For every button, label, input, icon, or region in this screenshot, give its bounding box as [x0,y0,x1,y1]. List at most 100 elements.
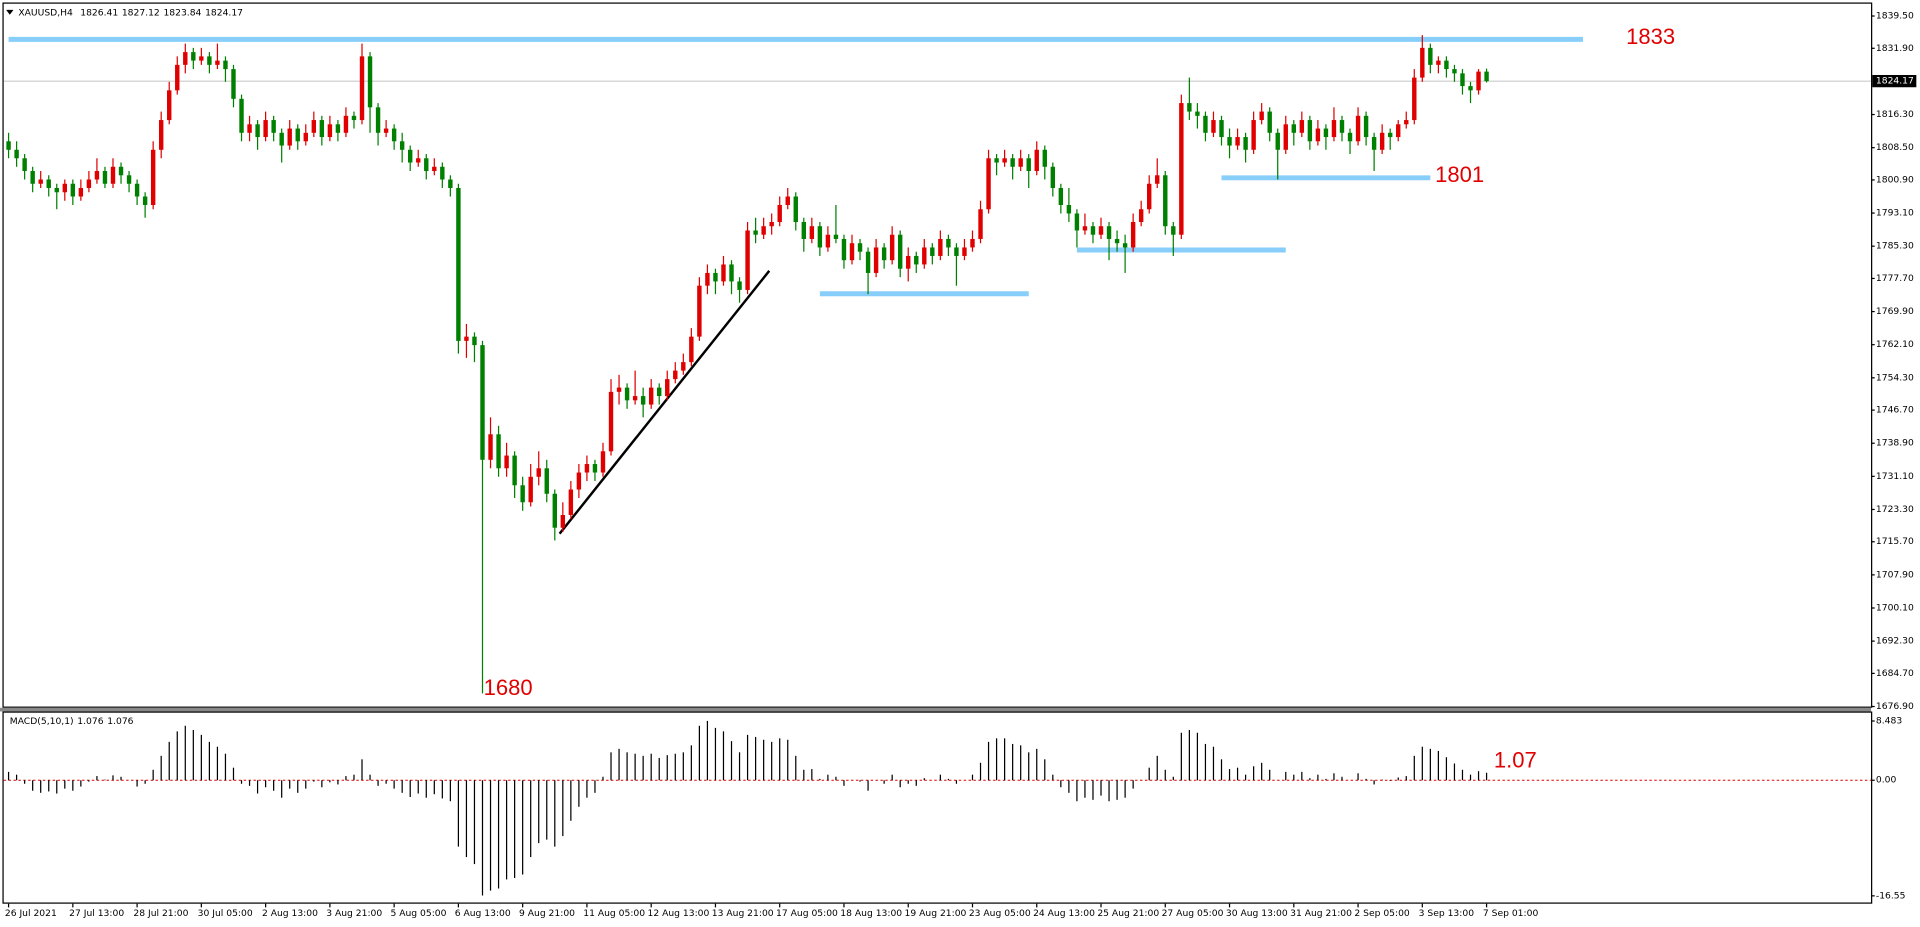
candle-body [954,247,959,256]
candle-body [817,226,823,248]
y-tick-label: 1816.30 [1876,109,1914,120]
x-tick-label: 2 Aug 13:00 [262,908,318,919]
candle-body [1074,213,1080,231]
candle-body [215,60,220,65]
candle-body [1187,103,1192,112]
y-tick-label: 1785.30 [1876,241,1914,252]
candle-body [1219,120,1224,138]
y-tick-label: 1754.30 [1876,372,1914,383]
candle-body [327,124,333,138]
candle-body [745,230,750,290]
candle-body [665,379,670,397]
y-tick-label: 1746.70 [1876,405,1914,416]
candle-body [1452,69,1457,74]
macd-y-tick-label: 8.483 [1876,716,1902,727]
candle-body [399,141,405,150]
candle-body [62,183,68,193]
macd-panel [2,711,1873,904]
candle-body [1460,73,1465,87]
x-tick-label: 25 Aug 21:00 [1097,908,1159,919]
x-tick-label: 30 Aug 13:00 [1226,908,1288,919]
candle-body [737,281,742,290]
candle-body [311,120,317,133]
candle-body [1090,226,1096,235]
y-tick-label: 1676.90 [1876,701,1914,712]
macd-y-tick-label: 0.00 [1876,775,1897,786]
candle-body [1114,238,1120,244]
candle-body [1227,137,1232,146]
candle-body [520,485,525,503]
y-tick-label: 1808.50 [1876,142,1914,153]
candle-body [279,132,284,146]
y-tick-label: 1707.90 [1876,569,1914,580]
x-tick-label: 11 Aug 05:00 [583,908,645,919]
candle-body [295,128,300,142]
candle-body [1163,175,1168,227]
y-tick-label: 1762.10 [1876,339,1914,350]
candle-body [1363,115,1369,138]
candle-body [946,238,951,248]
low-value: 1823.84 [163,7,201,18]
macd-signal: 1.076 [107,716,133,727]
x-tick-label: 31 Aug 21:00 [1290,908,1352,919]
candle-body [1291,124,1296,133]
candle-body [480,345,485,460]
candle-body [849,243,855,261]
x-tick-label: 18 Aug 13:00 [840,908,902,919]
x-tick-label: 3 Sep 13:00 [1419,908,1475,919]
candle-body [464,336,469,341]
x-tick-label: 6 Aug 13:00 [455,908,511,919]
candle-body [930,247,935,256]
candle-body [1484,71,1489,82]
candle-body [1179,103,1184,235]
candle-body [1106,226,1112,239]
candle-body [319,120,325,138]
y-tick-label: 1793.10 [1876,208,1914,219]
candle-body [1307,120,1313,142]
candle-body [697,285,702,337]
candle-body [873,247,879,273]
candle-body [1235,137,1240,146]
y-tick-label: 1769.90 [1876,306,1914,317]
candle-body [1468,86,1473,91]
x-tick-label: 27 Jul 13:00 [69,908,124,919]
candle-body [263,120,268,138]
macd-value: 1.076 [77,716,103,727]
candle-body [424,158,429,172]
y-tick-label: 1777.70 [1876,273,1914,284]
candle-body [857,243,863,252]
chart-header: XAUUSD,H4 1826.41 1827.12 1823.84 1824.17 [18,7,243,18]
candle-body [1283,124,1288,150]
candle-body [1026,158,1031,172]
candle-body [616,387,622,392]
candle-body [102,171,108,184]
candle-body [761,226,766,235]
macd-label: MACD(5,10,1) [10,716,74,727]
candle-body [30,171,35,184]
candle-body [367,56,373,108]
candle-body [1339,120,1345,133]
candle-body [383,128,389,133]
x-tick-label: 30 Jul 05:00 [198,908,253,919]
candle-body [1404,120,1409,125]
candle-body [801,221,807,239]
panel-separator [0,707,1872,712]
candle-body [1203,115,1208,133]
candle-body [408,149,413,163]
candle-body [1259,111,1264,121]
menu-triangle[interactable] [6,9,14,15]
candle-body [1155,175,1160,184]
candle-body [351,115,357,121]
candle-body [488,434,493,460]
x-tick-label: 2 Sep 05:00 [1354,908,1410,919]
candle-body [231,69,236,99]
candle-body [689,336,694,363]
candle-body [496,434,501,469]
x-tick-label: 9 Aug 21:00 [519,908,575,919]
x-tick-label: 19 Aug 21:00 [905,908,967,919]
candle-body [432,166,437,172]
candle-body [785,196,790,205]
candle-body [158,120,164,150]
annotation: 1801 [1435,162,1484,187]
y-tick-label: 1723.30 [1876,504,1914,515]
